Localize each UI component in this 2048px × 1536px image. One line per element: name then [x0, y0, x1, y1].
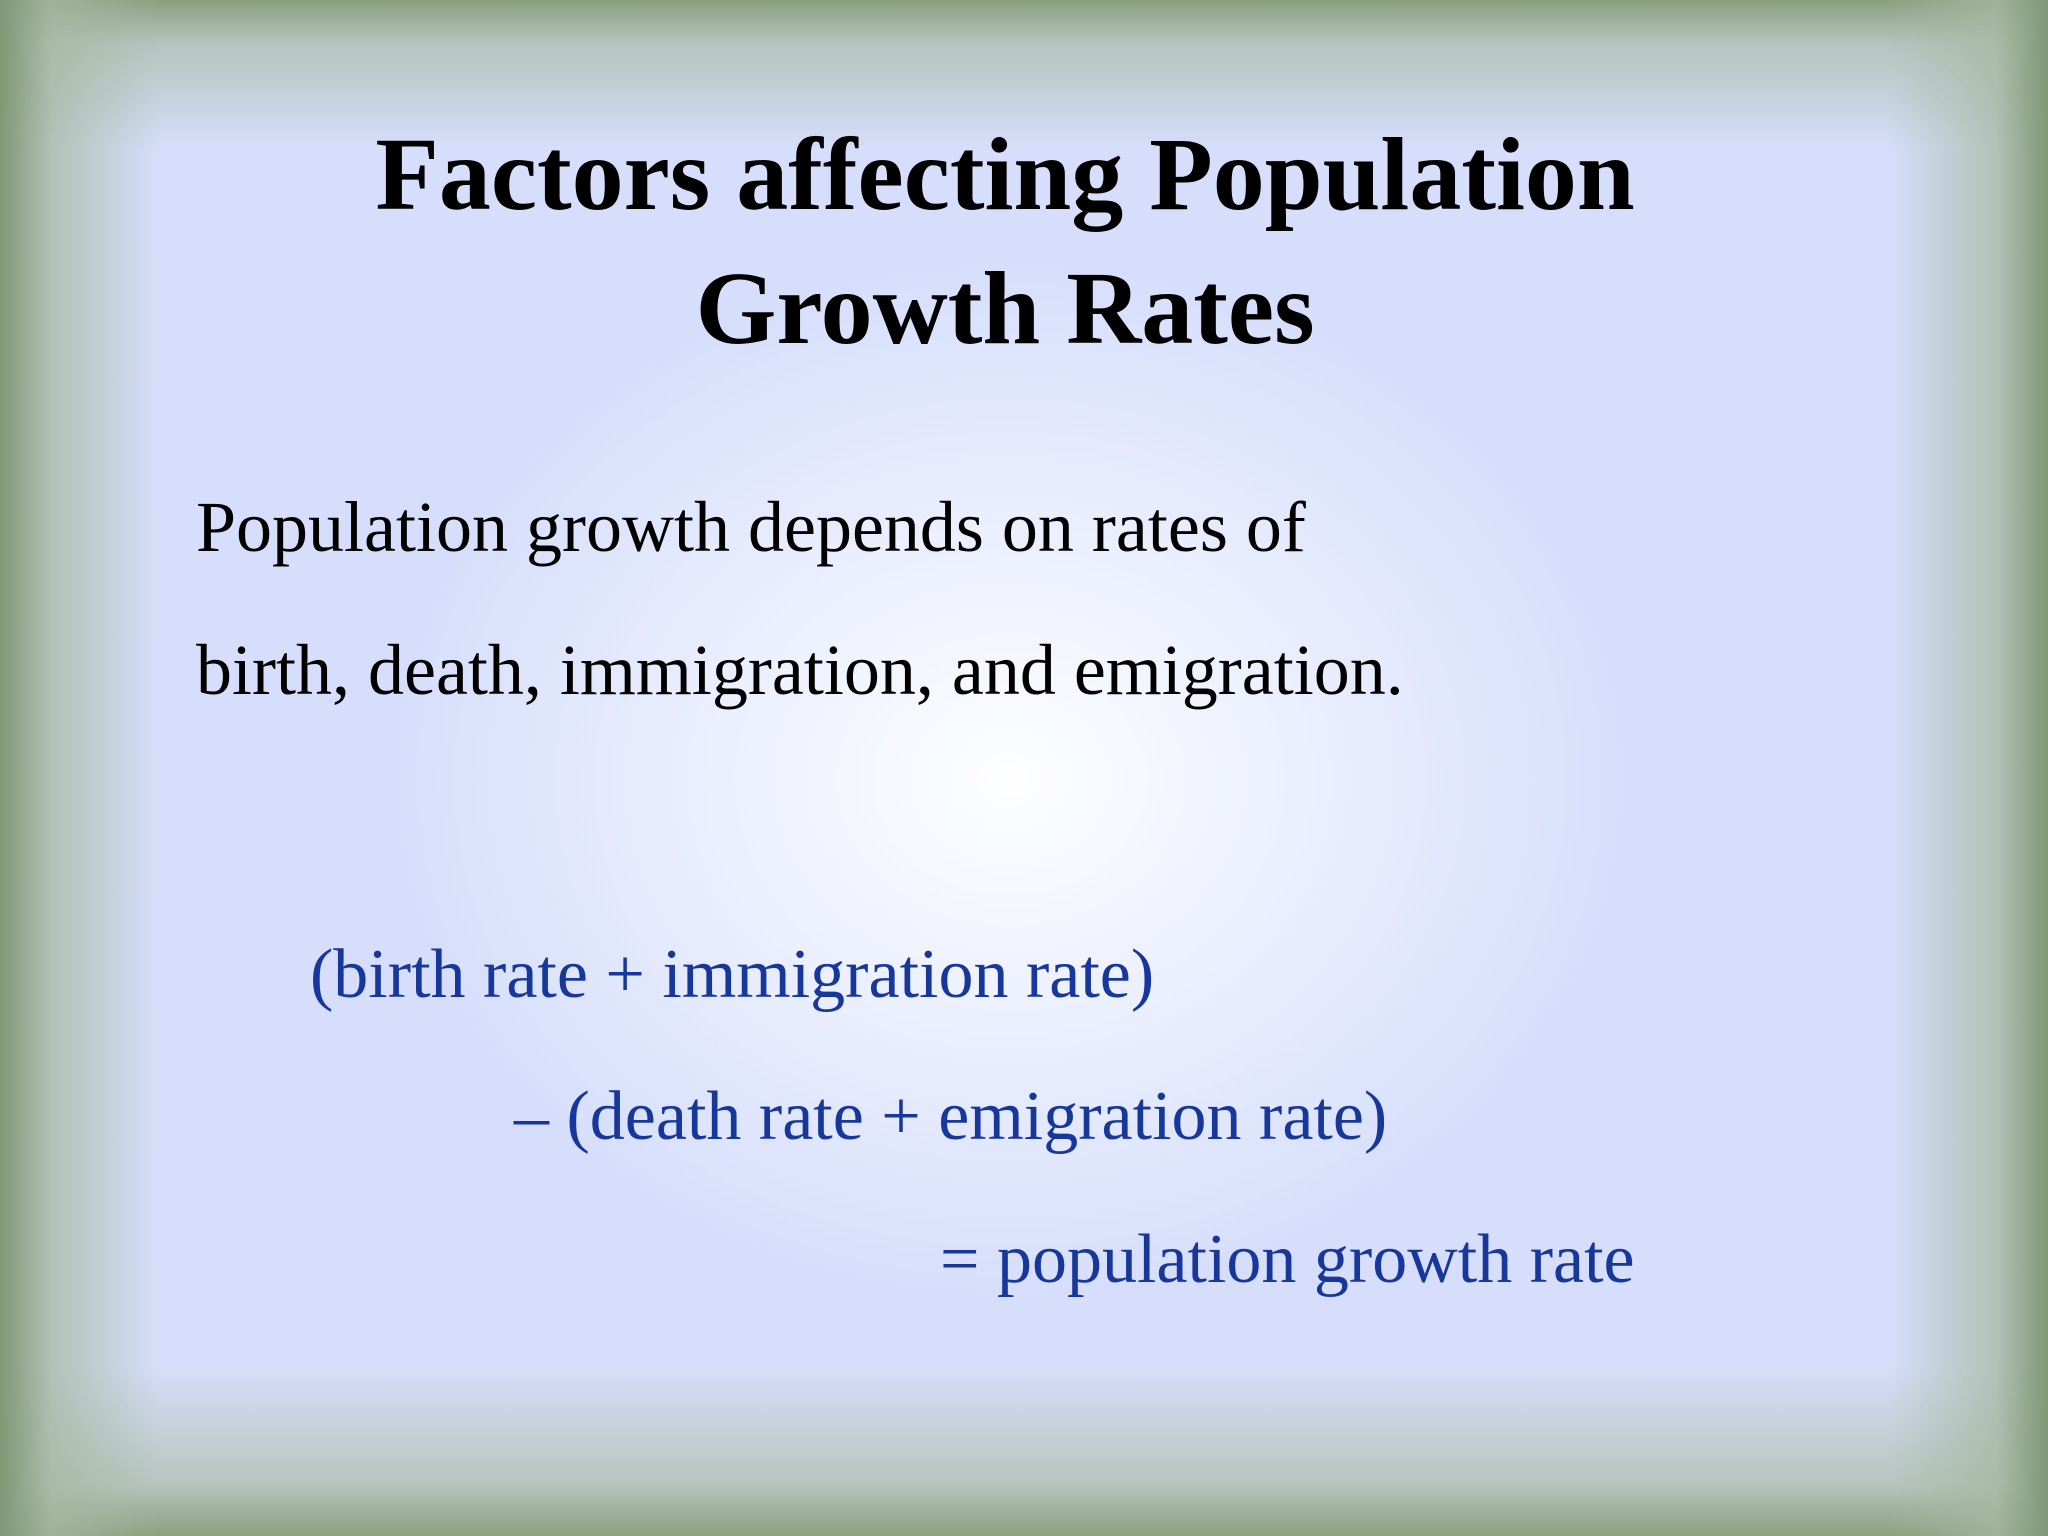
body-text-line-1: Population growth depends on rates of — [196, 487, 1306, 567]
frame-bottom-edge — [0, 1366, 2048, 1536]
formula-line-2: – (death rate + emigration rate) — [514, 1078, 1388, 1155]
body-text-line-2: birth, death, immigration, and emigratio… — [196, 630, 1404, 710]
slide-title-line-2: Growth Rates — [695, 251, 1315, 366]
formula-line-1: (birth rate + immigration rate) — [310, 936, 1155, 1013]
slide-title-line-1: Factors affecting Population — [375, 117, 1635, 232]
formula-line-3: = population growth rate — [940, 1221, 1635, 1298]
slide-title: Factors affecting Population Growth Rate… — [0, 108, 2010, 376]
